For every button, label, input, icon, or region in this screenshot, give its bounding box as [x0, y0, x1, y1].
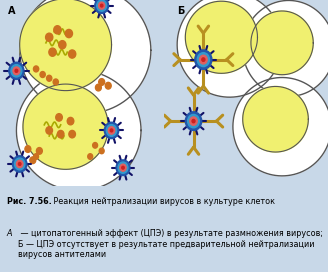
- Circle shape: [120, 164, 126, 171]
- Text: — цитопатогенный эффект (ЦПЭ) в результате размножения вирусов; Б — ЦПЭ отсутств: — цитопатогенный эффект (ЦПЭ) в результа…: [18, 229, 323, 259]
- Circle shape: [33, 66, 39, 72]
- Polygon shape: [251, 11, 313, 75]
- Circle shape: [197, 53, 210, 67]
- Circle shape: [106, 125, 117, 136]
- Polygon shape: [23, 84, 108, 169]
- Circle shape: [199, 55, 207, 64]
- Circle shape: [104, 122, 119, 139]
- Circle shape: [188, 115, 199, 128]
- Circle shape: [110, 129, 113, 132]
- Circle shape: [56, 114, 62, 121]
- Circle shape: [57, 130, 64, 138]
- Circle shape: [65, 29, 72, 38]
- Circle shape: [11, 65, 22, 77]
- Circle shape: [53, 79, 58, 85]
- Circle shape: [14, 158, 25, 170]
- Polygon shape: [16, 70, 141, 191]
- Circle shape: [95, 0, 109, 13]
- Circle shape: [15, 69, 18, 72]
- Circle shape: [92, 143, 98, 148]
- Circle shape: [49, 48, 56, 56]
- Circle shape: [46, 127, 52, 134]
- Text: А: А: [7, 229, 12, 238]
- Circle shape: [9, 62, 24, 79]
- Circle shape: [69, 130, 75, 138]
- Circle shape: [59, 41, 66, 49]
- Circle shape: [202, 58, 205, 61]
- Circle shape: [97, 0, 107, 11]
- Text: Б: Б: [177, 6, 184, 16]
- Circle shape: [99, 79, 105, 85]
- Circle shape: [108, 127, 115, 134]
- Text: Реакция нейтрализации вирусов в культуре клеток: Реакция нейтрализации вирусов в культуре…: [51, 197, 275, 206]
- Text: Рис. 7.56.: Рис. 7.56.: [7, 197, 51, 206]
- Circle shape: [25, 146, 31, 152]
- Circle shape: [12, 156, 27, 172]
- Circle shape: [13, 67, 20, 75]
- Polygon shape: [243, 1, 328, 97]
- Circle shape: [47, 75, 52, 81]
- Circle shape: [88, 154, 92, 159]
- Circle shape: [30, 157, 36, 163]
- Circle shape: [67, 118, 74, 125]
- Circle shape: [185, 112, 202, 131]
- Polygon shape: [185, 1, 257, 73]
- Circle shape: [190, 117, 197, 125]
- Circle shape: [99, 148, 104, 154]
- Circle shape: [36, 148, 42, 154]
- Text: А: А: [8, 6, 16, 16]
- Circle shape: [46, 33, 53, 41]
- Circle shape: [100, 4, 103, 7]
- Circle shape: [116, 160, 130, 175]
- Circle shape: [18, 162, 21, 165]
- Polygon shape: [243, 86, 308, 152]
- Circle shape: [118, 162, 128, 173]
- Polygon shape: [233, 78, 328, 176]
- Circle shape: [40, 72, 45, 78]
- Circle shape: [69, 50, 76, 58]
- Circle shape: [16, 160, 23, 168]
- Circle shape: [95, 84, 101, 91]
- Circle shape: [105, 82, 111, 89]
- Circle shape: [33, 154, 39, 159]
- Polygon shape: [20, 0, 112, 91]
- Polygon shape: [20, 0, 151, 114]
- Circle shape: [99, 2, 105, 9]
- Circle shape: [122, 166, 124, 169]
- Polygon shape: [177, 0, 282, 97]
- Circle shape: [54, 26, 61, 34]
- Circle shape: [195, 50, 212, 69]
- Circle shape: [192, 119, 195, 123]
